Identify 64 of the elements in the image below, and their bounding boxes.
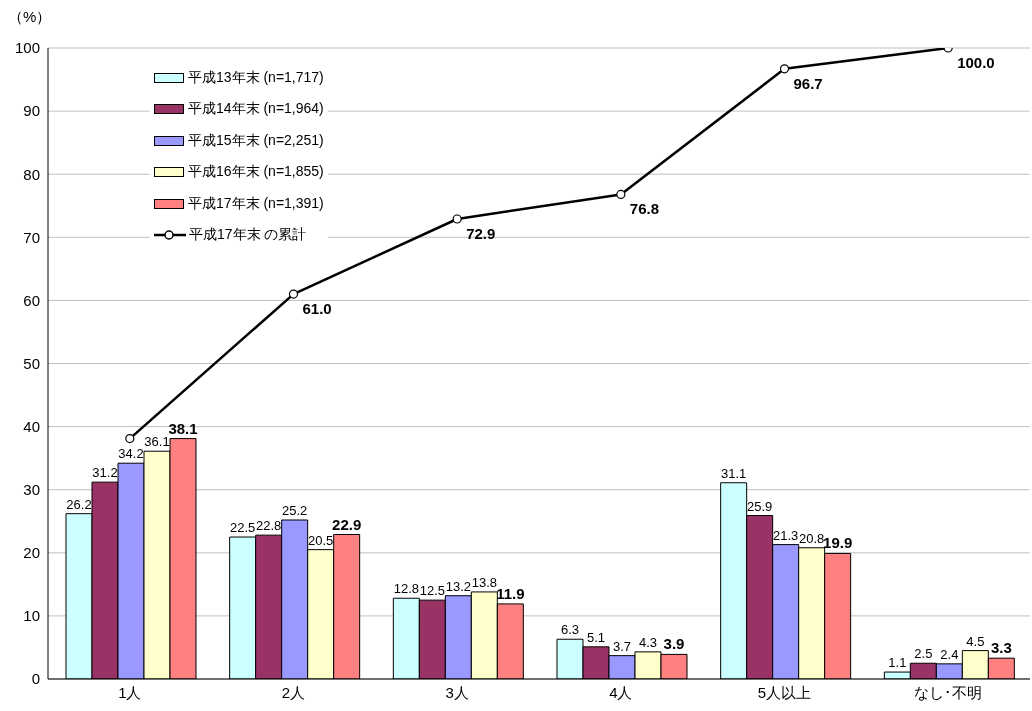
y-tick-label: 80 (23, 165, 40, 183)
data-label: 19.9 (823, 534, 853, 552)
data-label: 3.7 (612, 638, 632, 654)
legend-label: 平成13年末 (n=1,717) (188, 68, 324, 87)
y-tick-label: 30 (23, 481, 40, 499)
y-tick-label: 50 (23, 354, 40, 372)
data-label: 21.3 (773, 527, 799, 543)
data-label: 22.5 (230, 520, 256, 536)
x-tick-label: 4人 (609, 683, 633, 701)
data-label: 1.1 (888, 655, 907, 671)
data-label: 20.8 (799, 530, 825, 546)
data-label: 31.2 (92, 465, 118, 481)
y-axis-title: （%） (8, 8, 52, 27)
x-tick-label: なし･不明 (914, 683, 983, 701)
data-label: 12.8 (393, 581, 419, 597)
point (288, 289, 299, 299)
data-label: 13.2 (445, 578, 471, 594)
y-tick-label: 60 (23, 291, 40, 309)
data-label: 36.1 (144, 434, 170, 450)
data-label: 4.3 (638, 634, 658, 650)
y-tick-label: 100 (14, 39, 40, 57)
y-tick-label: 0 (31, 670, 40, 688)
data-label: 3.3 (990, 639, 1012, 657)
y-tick-label: 90 (23, 102, 40, 120)
point (616, 189, 626, 199)
legend-label: 平成14年末 (n=1,964) (188, 100, 324, 119)
data-label: 22.8 (256, 518, 282, 534)
legend-label: 平成17年末 (n=1,391) (188, 194, 324, 213)
x-tick-label: 3人 (445, 683, 469, 701)
data-label: 100.0 (957, 54, 995, 71)
x-tick-label: 5人以上 (757, 683, 812, 701)
data-label: 6.3 (560, 622, 580, 638)
data-label: 31.1 (721, 465, 747, 481)
data-label: 38.1 (168, 419, 198, 437)
data-label: 20.5 (308, 532, 334, 548)
y-tick-label: 10 (23, 607, 40, 625)
data-label: 25.9 (747, 498, 773, 514)
y-tick-label: 20 (23, 544, 40, 562)
data-label: 3.9 (663, 635, 685, 653)
data-label: 5.1 (586, 629, 606, 645)
point (779, 64, 790, 74)
data-label: 4.5 (966, 633, 985, 649)
data-label: 12.5 (419, 583, 445, 599)
legend-label: 平成15年末 (n=2,251) (188, 131, 324, 150)
y-tick-label: 40 (23, 417, 40, 435)
data-label: 2.5 (914, 646, 933, 662)
point (125, 433, 135, 444)
data-label: 96.7 (793, 74, 823, 92)
data-label: 11.9 (496, 584, 525, 602)
legend-label: 平成16年末 (n=1,855) (188, 163, 324, 182)
data-label: 26.2 (66, 496, 92, 512)
x-tick-label: 2人 (281, 683, 306, 701)
data-label: 22.9 (332, 515, 362, 533)
data-label: 34.2 (118, 446, 144, 462)
data-label: 2.4 (940, 646, 959, 662)
data-label: 76.8 (629, 200, 660, 218)
y-tick-label: 70 (23, 228, 40, 246)
data-label: 61.0 (302, 300, 332, 318)
data-label: 72.9 (466, 225, 496, 242)
data-label: 25.2 (282, 502, 308, 518)
x-tick-label: 1人 (118, 683, 142, 701)
data-label: 13.8 (471, 574, 497, 590)
legend-label: 平成17年末 の累計 (189, 226, 307, 245)
point (452, 214, 462, 224)
